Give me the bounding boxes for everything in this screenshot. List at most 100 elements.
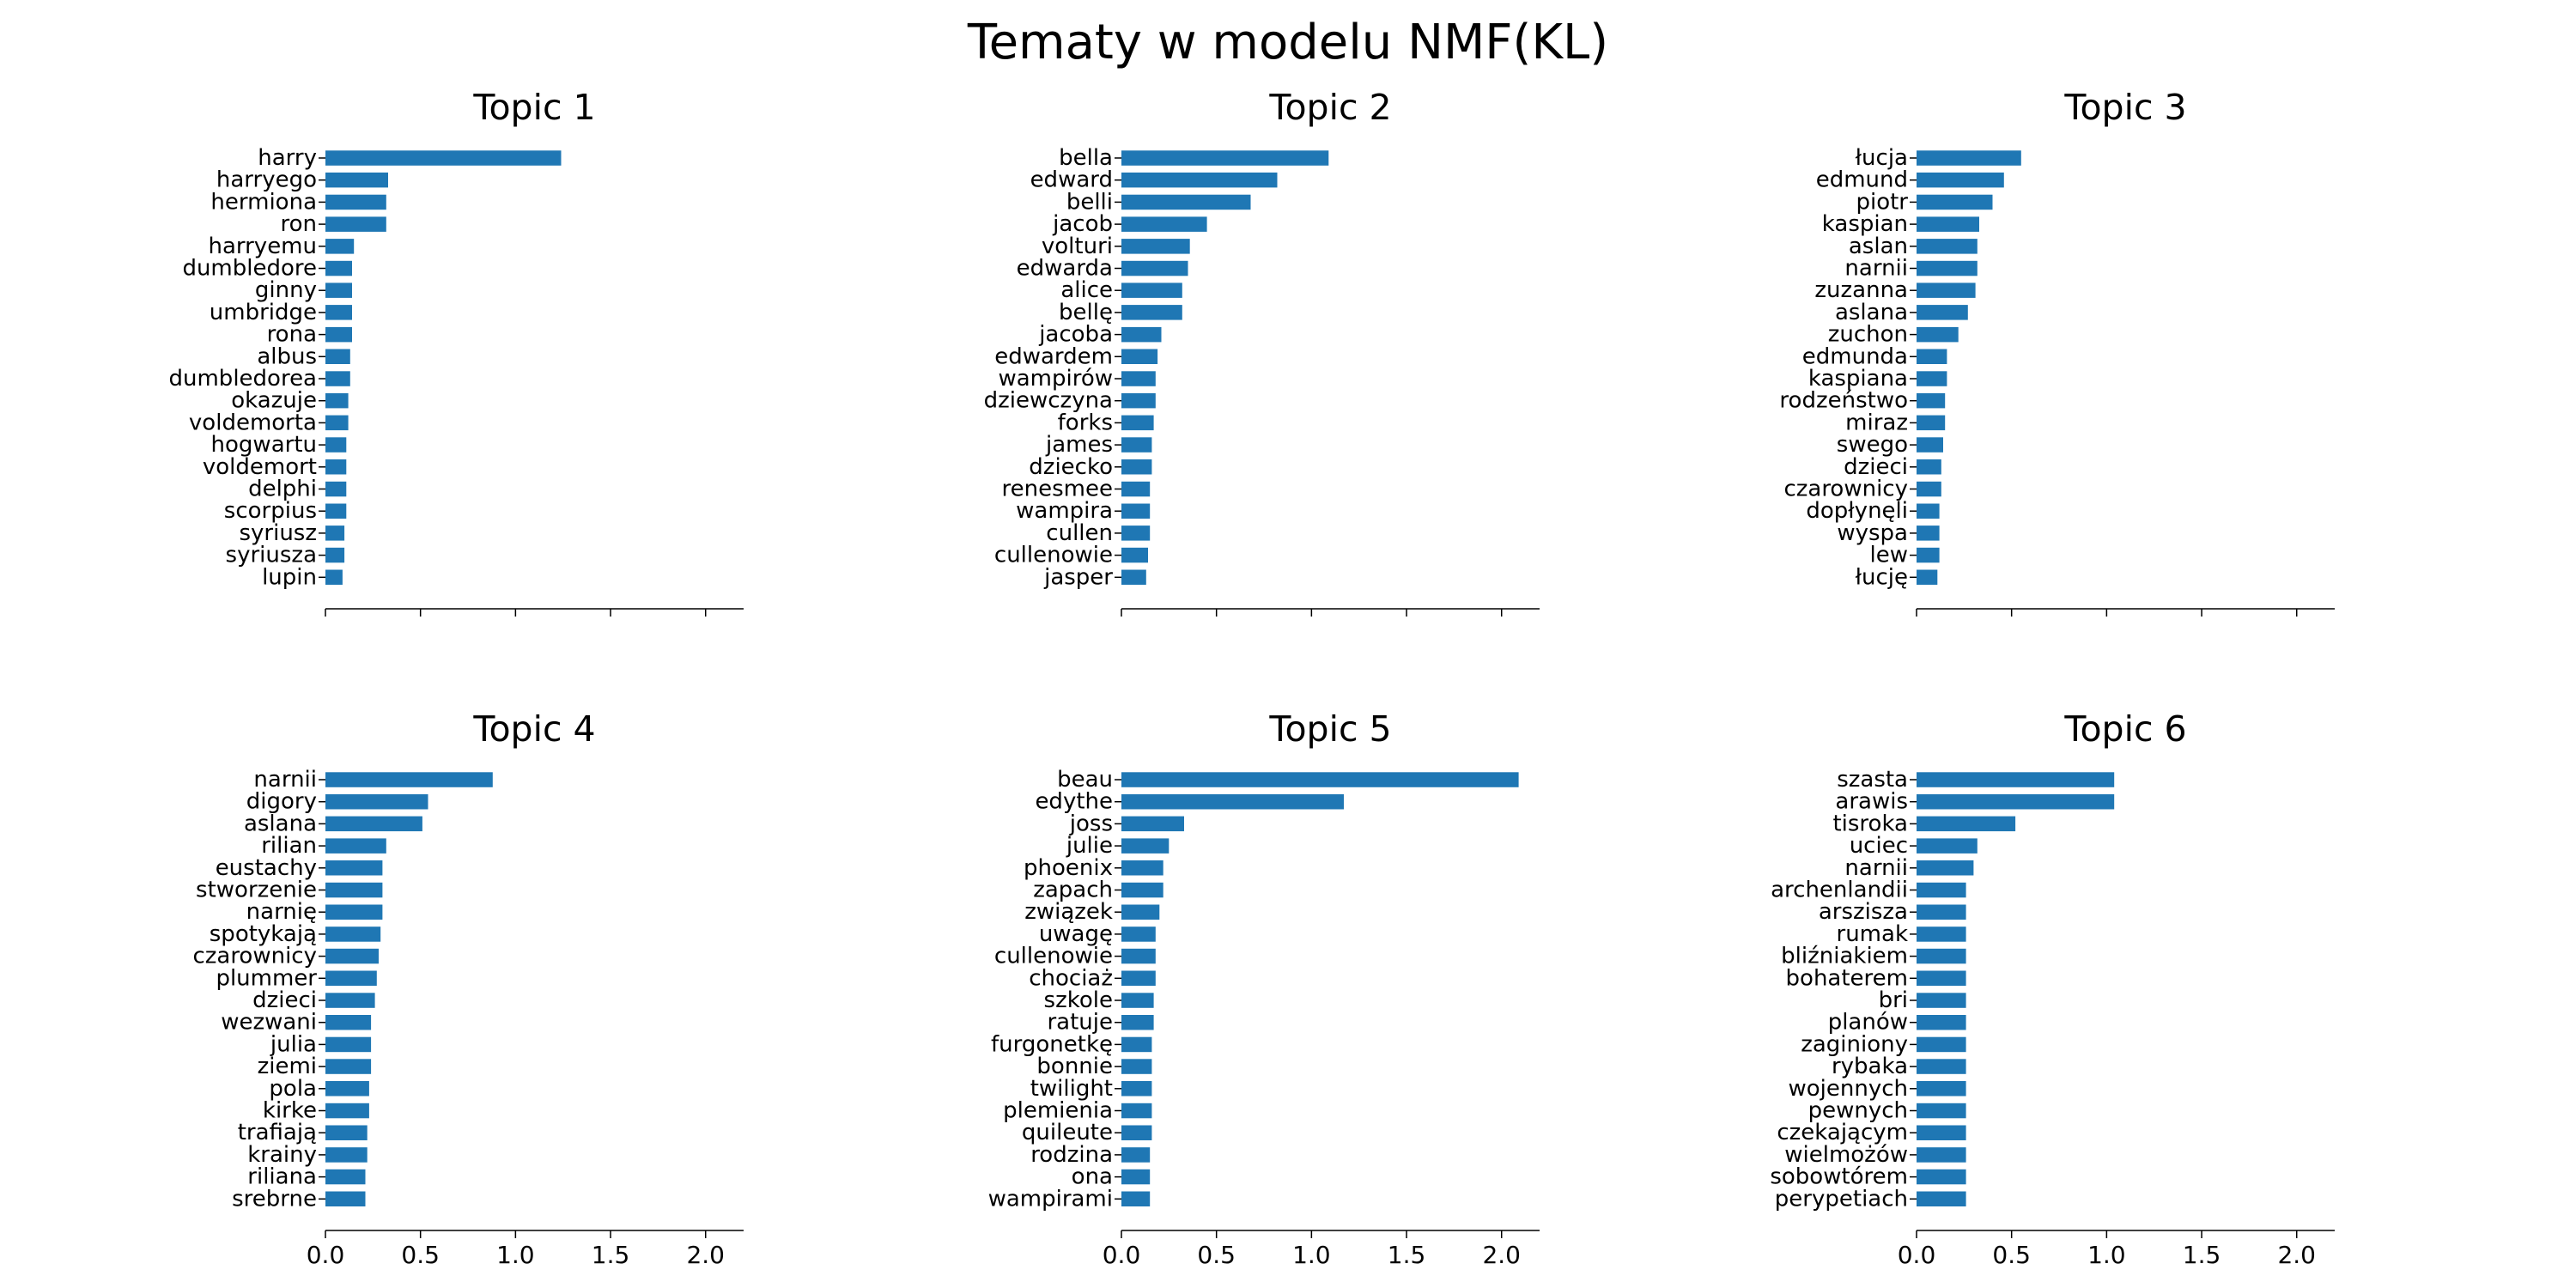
x-tick-label: 0.0 [307, 1241, 345, 1269]
y-tick-label: narnii [1844, 256, 1908, 282]
y-tick-label: aslan [1849, 234, 1908, 259]
y-tick-label: umbridge [210, 300, 317, 325]
bar-hogwartu [325, 437, 347, 453]
bar-jasper [1121, 569, 1146, 585]
y-tick-label: uciec [1850, 833, 1908, 859]
bar-edmunda [1917, 349, 1947, 364]
x-tick-label: 1.5 [2183, 1241, 2221, 1269]
y-tick-label: edwardem [994, 343, 1113, 369]
chart-title: Topic 2 [1268, 87, 1391, 128]
y-tick-label: narnii [253, 767, 317, 793]
bar-alice [1121, 283, 1182, 298]
y-tick-label: narnię [246, 899, 317, 925]
bar-ron [325, 216, 386, 232]
y-tick-label: jacoba [1038, 322, 1113, 348]
y-tick-label: harryemu [208, 234, 317, 259]
bar-beau [1121, 772, 1519, 787]
bar-aslan [1917, 239, 1978, 254]
bar-pewnych [1917, 1103, 1966, 1119]
y-tick-label: ziemi [258, 1054, 317, 1079]
bar-bellę [1121, 305, 1182, 320]
y-tick-label: dopłynęli [1806, 498, 1908, 524]
bar-narnii [325, 772, 493, 787]
bar-volturi [1121, 239, 1190, 254]
bar-edythe [1121, 794, 1344, 810]
y-tick-label: dumbledore [182, 256, 317, 282]
bar-wampirów [1121, 371, 1156, 386]
bar-rilian [325, 838, 386, 854]
bar-arszisza [1917, 904, 1966, 920]
bar-furgonetkę [1121, 1036, 1152, 1053]
x-tick-label: 0.0 [1103, 1241, 1141, 1269]
x-tick-label: 1.5 [1388, 1241, 1426, 1269]
y-tick-label: rodzina [1030, 1142, 1113, 1168]
bar-dzieci [325, 993, 375, 1008]
x-tick-label: 0.5 [1197, 1241, 1236, 1269]
bar-syriusz [325, 526, 345, 541]
y-tick-label: dziewczyna [984, 388, 1113, 414]
y-tick-label: srebrne [232, 1186, 317, 1212]
bar-phoenix [1121, 860, 1163, 876]
bar-albus [325, 349, 350, 364]
bar-chociaż [1121, 970, 1156, 986]
bar-bliźniakiem [1917, 948, 1966, 964]
bar-harry [325, 150, 562, 166]
y-tick-label: digory [246, 789, 317, 815]
y-tick-label: dzieci [252, 987, 317, 1013]
bar-spotykają [325, 927, 381, 942]
y-tick-label: eustachy [216, 855, 317, 881]
bar-cullen [1121, 526, 1151, 541]
bar-plemienia [1121, 1103, 1152, 1119]
bar-jacoba [1121, 326, 1162, 343]
y-tick-label: piotr [1856, 189, 1908, 215]
bar-kirke [325, 1103, 369, 1119]
y-tick-label: czarownicy [192, 944, 317, 969]
y-tick-label: belli [1066, 189, 1113, 215]
y-tick-label: perypetiach [1775, 1186, 1908, 1212]
bar-łucja [1917, 150, 2021, 166]
chart-title: Topic 5 [1268, 708, 1391, 750]
bar-syriusza [325, 547, 345, 563]
chart-title: Topic 6 [2063, 708, 2186, 750]
bar-jacob [1121, 216, 1207, 232]
y-tick-label: chociaż [1029, 965, 1113, 991]
y-tick-label: joss [1069, 811, 1113, 836]
y-tick-label: rybaka [1832, 1054, 1908, 1079]
bar-zuchon [1917, 326, 1959, 343]
bar-srebrne [325, 1191, 366, 1206]
bar-trafiają [325, 1125, 368, 1140]
y-tick-label: rilian [261, 833, 317, 859]
y-tick-label: bella [1059, 145, 1113, 171]
bar-voldemorta [325, 415, 349, 431]
bar-rona [325, 326, 352, 343]
x-tick-label: 1.0 [2087, 1241, 2126, 1269]
y-tick-label: jacob [1052, 211, 1113, 237]
bar-szkole [1121, 993, 1154, 1008]
y-tick-label: łucja [1856, 145, 1908, 171]
bar-planów [1917, 1015, 1966, 1030]
x-tick-label: 2.0 [1482, 1241, 1521, 1269]
y-tick-label: cullen [1046, 520, 1113, 546]
y-tick-label: plummer [216, 965, 317, 991]
bar-zapach [1121, 882, 1163, 898]
y-tick-label: wampirami [988, 1186, 1113, 1212]
bar-wezwani [325, 1015, 372, 1030]
y-tick-label: wyspa [1837, 520, 1908, 546]
y-tick-label: harryego [216, 167, 317, 193]
y-tick-label: arawis [1835, 789, 1908, 815]
bar-zuzanna [1917, 283, 1976, 298]
y-tick-label: związek [1024, 899, 1113, 925]
bar-forks [1121, 415, 1154, 431]
y-tick-label: voldemort [203, 454, 317, 480]
bar-zaginiony [1917, 1036, 1966, 1053]
bar-hermiona [325, 194, 386, 210]
bar-bohaterem [1917, 970, 1966, 986]
y-tick-label: edmund [1816, 167, 1908, 193]
bar-twilight [1121, 1081, 1152, 1097]
bar-stworzenie [325, 882, 383, 898]
bar-perypetiach [1917, 1191, 1966, 1206]
y-tick-label: bonnie [1036, 1054, 1113, 1079]
y-tick-label: lupin [262, 564, 317, 590]
bar-dziecko [1121, 459, 1152, 475]
